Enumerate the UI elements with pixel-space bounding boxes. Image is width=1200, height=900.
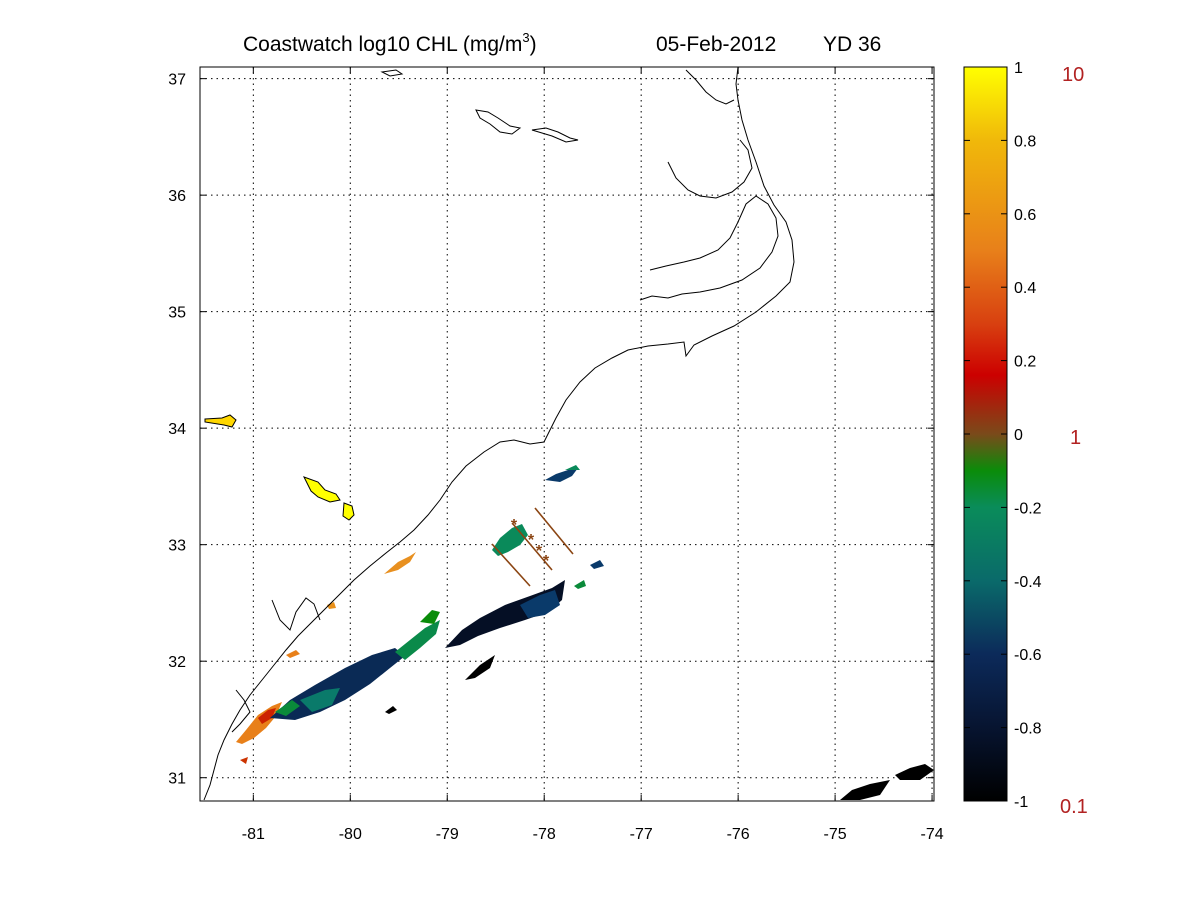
colorbar-tick-label: 1 — [1014, 60, 1023, 77]
shelf-patch — [300, 688, 340, 712]
map-background — [200, 67, 934, 801]
title-yearday: YD 36 — [823, 33, 881, 56]
colorbar-tick-label: 0.8 — [1014, 133, 1036, 150]
colorbar-tick-label: -0.4 — [1014, 574, 1042, 591]
lon-tick-label: -74 — [920, 826, 943, 843]
coastline-bay — [380, 69, 404, 77]
cape-fear-patch — [545, 468, 578, 482]
station-marker: * — [543, 553, 550, 570]
lon-tick-label: -78 — [533, 826, 556, 843]
lat-tick-label: 36 — [168, 188, 186, 205]
shelf-patch — [420, 610, 440, 624]
shelf-break-patch — [465, 655, 495, 680]
nearshore-patch — [240, 757, 248, 764]
coastline-sounds — [639, 195, 779, 301]
colorbar-tick-label: -0.2 — [1014, 500, 1042, 517]
shelf-break-patch — [574, 580, 586, 589]
coastline-islands — [231, 689, 251, 733]
cape-fear-patch — [565, 465, 580, 470]
lon-tick-label: -81 — [242, 826, 265, 843]
concentration-label-high: 10 — [1062, 64, 1084, 86]
lon-tick-label: -76 — [727, 826, 750, 843]
coastline-main — [203, 67, 795, 801]
lon-tick-label: -80 — [339, 826, 362, 843]
shelf-break-patch — [385, 706, 397, 714]
colorbar-tick-label: 0.6 — [1014, 207, 1036, 224]
shelf-break-patch — [520, 590, 560, 618]
title-main: Coastwatch log10 CHL (mg/m — [243, 33, 522, 56]
title-superscript: 3 — [522, 30, 529, 45]
colorbar-tick-label: 0.4 — [1014, 280, 1036, 297]
transect-lines — [491, 507, 574, 587]
nearshore-patch — [286, 650, 300, 658]
colorbar-tick-label: 0.2 — [1014, 354, 1036, 371]
coastline-bay — [531, 127, 579, 143]
colorbar-tick-label: -0.8 — [1014, 721, 1042, 738]
lon-tick-label: -79 — [436, 826, 459, 843]
shelf-patch — [395, 620, 440, 660]
coastline — [203, 67, 795, 801]
colorbar-ticks: 1 0.8 0.6 0.4 0.2 0 -0.2 -0.4 -0.6 -0.8 -1 — [964, 60, 1042, 811]
map-frame — [199, 66, 935, 802]
lat-tick-label: 34 — [168, 421, 186, 438]
concentration-label-mid: 1 — [1070, 427, 1081, 449]
colorbar-tick-label: 0 — [1014, 427, 1023, 444]
lon-tick-label: -75 — [824, 826, 847, 843]
coastline-sounds — [685, 69, 735, 105]
lat-axis: 31 32 33 34 35 36 37 — [168, 72, 934, 788]
transect-line — [491, 543, 531, 587]
lake-patch — [342, 502, 355, 521]
map-panel: * * * * -81 -80 -79 -78 -77 -76 -75 -74 3132333… — [168, 66, 944, 843]
gridlines — [200, 67, 934, 801]
station-markers: * * * * — [511, 517, 550, 570]
lat-tick-label: 32 — [168, 654, 186, 671]
coastline-islands — [271, 597, 321, 631]
lat-tick-label: 37 — [168, 72, 186, 89]
lon-tick-label: -77 — [630, 826, 653, 843]
nearshore-patch — [258, 708, 276, 724]
title-date: 05-Feb-2012 — [656, 33, 776, 56]
transect-line — [512, 523, 553, 571]
lake-patch — [204, 414, 237, 428]
colorbar-gradient — [963, 66, 1008, 802]
colorbar-tick-label: -0.6 — [1014, 647, 1042, 664]
lat-tick-label: 33 — [168, 538, 186, 555]
station-marker: * — [511, 517, 518, 534]
shelf-break-patch — [590, 560, 604, 569]
coastline-sounds — [667, 139, 753, 199]
title-close: ) — [530, 33, 537, 56]
lat-tick-label: 35 — [168, 305, 186, 322]
shelf-patch — [275, 700, 300, 716]
concentration-label-low: 0.1 — [1060, 796, 1088, 818]
offshore-patch — [895, 764, 934, 780]
lake-patch — [302, 476, 341, 503]
nearshore-patch — [327, 602, 336, 609]
station-marker: * — [536, 543, 543, 560]
offshore-patch — [840, 780, 890, 800]
colorbar: 1 0.8 0.6 0.4 0.2 0 -0.2 -0.4 -0.6 -0.8 -1 10 1 0.… — [963, 60, 1088, 818]
shelf-break-patch — [445, 580, 565, 648]
lon-axis: -81 -80 -79 -78 -77 -76 -75 -74 — [242, 67, 944, 843]
map-title: Coastwatch log10 CHL (mg/m3) — [243, 30, 537, 56]
station-marker: * — [528, 532, 535, 549]
coastline-bay — [475, 109, 522, 135]
transect-line — [534, 507, 574, 555]
lat-tick-label: 31 — [168, 771, 186, 788]
colorbar-tick-label: -1 — [1014, 794, 1028, 811]
nearshore-patch — [384, 552, 416, 574]
